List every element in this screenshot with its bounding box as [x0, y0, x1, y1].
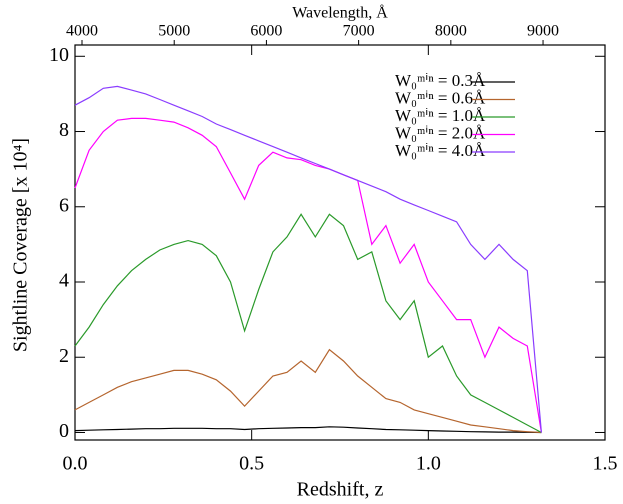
- x2-tick-label: 5000: [158, 23, 190, 40]
- x-tick-label: 0.0: [63, 453, 88, 475]
- x2-tick-label: 8000: [435, 23, 467, 40]
- x-tick-label: 1.0: [416, 453, 441, 475]
- y-tick-label: 10: [49, 44, 69, 66]
- legend-label: W₀ᵐⁱⁿ = 4.0Å: [395, 141, 486, 160]
- legend-label: W₀ᵐⁱⁿ = 2.0Å: [395, 123, 486, 142]
- plot-frame: [74, 44, 606, 441]
- x-tick-label: 1.5: [593, 453, 618, 475]
- y-tick-label: 0: [59, 420, 69, 442]
- x-axis-label: Redshift, z: [297, 479, 384, 501]
- y-tick-label: 2: [59, 345, 69, 367]
- x-tick-label: 0.5: [239, 453, 264, 475]
- legend-label: W₀ᵐⁱⁿ = 1.0Å: [395, 106, 486, 125]
- series-line: [74, 85, 542, 433]
- x2-axis-label: Wavelength, Å: [292, 4, 388, 22]
- y-tick-label: 8: [59, 119, 69, 141]
- y-axis-label: Sightline Coverage [x 10⁴]: [10, 138, 32, 352]
- x2-tick-label: 6000: [250, 23, 282, 40]
- series-line: [74, 348, 542, 434]
- x2-tick-label: 4000: [66, 23, 98, 40]
- series-line: [74, 426, 542, 434]
- series-line: [74, 213, 542, 434]
- legend-label: W₀ᵐⁱⁿ = 0.3Å: [395, 71, 486, 90]
- x2-tick-label: 7000: [343, 23, 375, 40]
- y-tick-label: 6: [59, 194, 69, 216]
- legend-label: W₀ᵐⁱⁿ = 0.6Å: [395, 88, 486, 107]
- series-line: [74, 117, 542, 433]
- y-tick-label: 4: [59, 270, 69, 292]
- x2-tick-label: 9000: [527, 23, 559, 40]
